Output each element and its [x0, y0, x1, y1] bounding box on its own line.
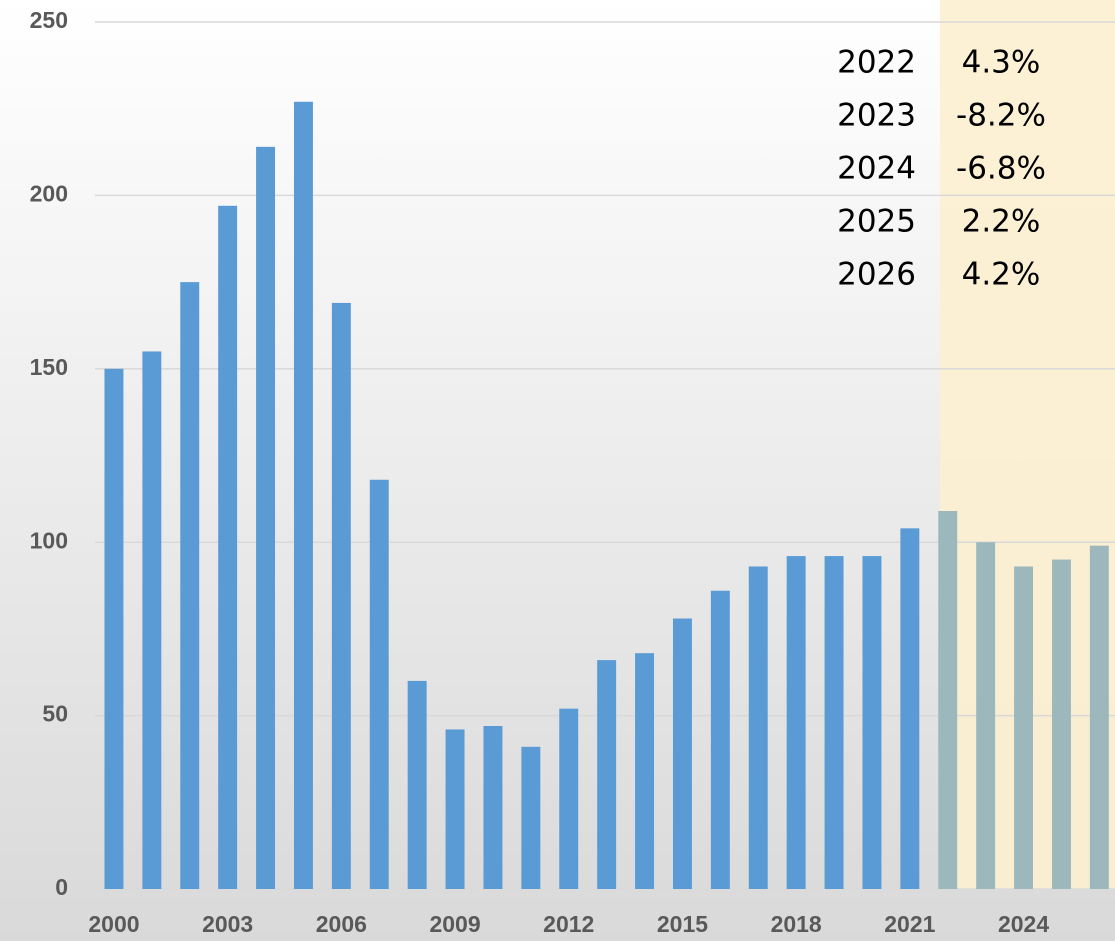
x-tick-label: 2000 — [88, 911, 139, 937]
bar — [256, 146, 276, 889]
x-tick-label: 2018 — [771, 911, 822, 937]
annotation-change: 4.2% — [962, 257, 1041, 293]
annotation-year: 2022 — [837, 45, 916, 81]
bar — [1089, 545, 1109, 889]
bar — [445, 729, 465, 889]
bar — [938, 510, 958, 889]
annotation-change: 4.3% — [962, 45, 1041, 81]
bar — [180, 282, 200, 890]
bar — [824, 556, 844, 889]
bar — [559, 708, 579, 889]
x-tick-label: 2012 — [543, 911, 594, 937]
annotation-change: -6.8% — [956, 151, 1046, 187]
bar — [635, 653, 655, 889]
bar — [293, 101, 313, 890]
x-tick-label: 2015 — [657, 911, 708, 937]
bar — [331, 302, 351, 890]
annotation-change: -8.2% — [956, 98, 1046, 134]
bar — [483, 726, 503, 889]
y-tick-label: 200 — [30, 180, 68, 206]
annotation-year: 2025 — [837, 204, 916, 240]
y-tick-label: 50 — [42, 701, 68, 727]
y-tick-label: 100 — [30, 527, 68, 553]
bar — [407, 680, 427, 889]
x-tick-label: 2024 — [998, 911, 1049, 937]
bar — [976, 542, 996, 889]
annotation-change: 2.2% — [962, 204, 1041, 240]
annotation-year: 2023 — [837, 98, 916, 134]
bar — [862, 556, 882, 889]
bar — [521, 746, 541, 889]
bar — [597, 660, 617, 889]
bar — [1014, 566, 1034, 889]
bar — [369, 479, 389, 889]
bar — [900, 528, 920, 889]
bar — [104, 368, 124, 889]
x-tick-label: 2021 — [884, 911, 935, 937]
bar — [218, 205, 238, 889]
annotation-year: 2026 — [837, 257, 916, 293]
y-tick-label: 0 — [55, 874, 68, 900]
bar — [142, 351, 162, 890]
x-tick-label: 2009 — [429, 911, 480, 937]
bar — [748, 566, 768, 889]
bar — [710, 590, 730, 889]
x-tick-label: 2003 — [202, 911, 253, 937]
bar — [1051, 559, 1071, 889]
annotation-year: 2024 — [837, 151, 916, 187]
bar — [786, 556, 806, 889]
bar — [672, 618, 692, 889]
y-tick-label: 150 — [30, 354, 68, 380]
x-tick-label: 2006 — [316, 911, 367, 937]
y-tick-label: 250 — [30, 7, 68, 33]
